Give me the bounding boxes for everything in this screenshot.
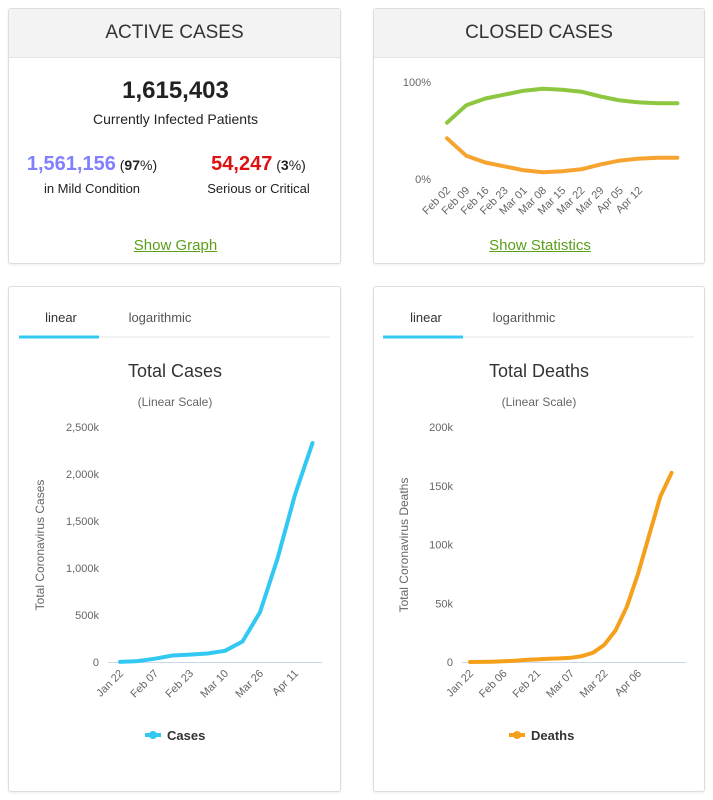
total-label: Currently Infected Patients [93,111,258,127]
closed-panel: CLOSED CASES Show Statistics [373,8,705,264]
chart-title: Total Deaths [489,361,589,381]
x-tick-label: Feb 23 [163,668,196,701]
y-axis-title: Total Coronavirus Cases [33,480,47,611]
x-tick-label: Feb 21 [511,668,544,701]
x-tick-label: Feb 07 [128,668,161,701]
mild-label: in Mild Condition [43,181,141,196]
tab[interactable]: logarithmic [129,310,192,325]
header: ACTIVE CASES [9,9,340,58]
total: 1,615,403 [122,77,229,104]
x-tick-label: Mar 22 [578,668,611,701]
x-tick-label: Mar 07 [544,668,577,701]
s: %) [288,157,306,173]
chart-subtitle: (Linear Scale) [502,395,577,409]
series-line [118,441,315,664]
serious-count: 54,247 [211,153,273,175]
s: %) [140,157,158,173]
x-tick-label: Apr 11 [270,668,301,699]
y-tick-label: 200k [429,422,453,434]
y-tick-label: 1,000k [66,563,100,575]
y-tick-label: 100k [429,540,453,552]
y-tick-label: 2,000k [66,469,100,481]
x-tick-label: Jan 22 [444,668,476,700]
mild-count: 1,561,156 [26,153,116,175]
x-tick-label: Jan 22 [94,668,126,700]
show-statistics[interactable]: Show Statistics [489,237,591,254]
tab[interactable]: linear [45,310,77,325]
serious-label: Serious or Critical [207,181,310,196]
serious: 54,247 (3%) [175,153,342,176]
series-line [445,136,680,175]
x-tick-label: Apr 06 [613,668,644,699]
s: ( [119,157,125,173]
mild-pct: 97 [124,157,140,173]
show-graph[interactable]: Show Graph [133,237,218,254]
x-tick-label: Mar 10 [198,668,231,701]
active-panel: ACTIVE CASES 1,615,403 Currently Infecte… [8,8,341,264]
y-tick-label: 0% [415,174,431,186]
x-tick-label: Mar 26 [233,668,266,701]
legend-marker [149,731,157,739]
mild: 1,561,156 (97%) [9,153,175,176]
y-axis-title: Total Coronavirus Deaths [397,478,411,613]
x-tick-label: Feb 06 [477,668,510,701]
tab[interactable]: linear [410,310,442,325]
y-tick-label: 0 [93,657,99,669]
legend-label: Deaths [531,728,574,743]
serious-pct: 3 [280,157,289,173]
y-tick-label: 50k [435,598,453,610]
y-tick-label: 2,500k [66,422,100,434]
chart-title: Total Cases [128,361,222,381]
series-line [445,86,680,125]
s: ( [276,157,281,173]
tab[interactable]: logarithmic [493,310,556,325]
y-tick-label: 150k [429,481,453,493]
y-tick-label: 0 [447,657,453,669]
header: CLOSED CASES [374,9,704,58]
chart-subtitle: (Linear Scale) [138,395,213,409]
legend-marker [513,731,521,739]
legend-label: Cases [167,728,205,743]
y-tick-label: 100% [403,77,431,89]
cases-panel [8,286,341,792]
y-tick-label: 1,500k [66,516,100,528]
series-line [468,470,674,664]
y-tick-label: 500k [75,610,99,622]
